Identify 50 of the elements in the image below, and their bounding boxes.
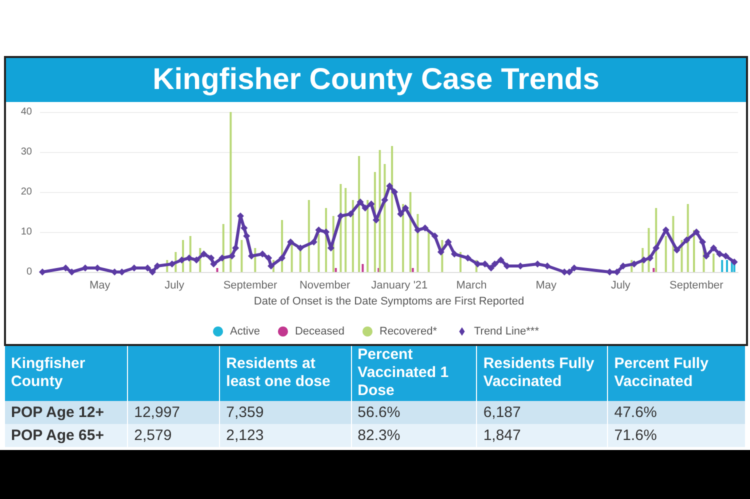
y-tick-label: 0 xyxy=(26,266,32,278)
x-tick-label: July xyxy=(610,280,631,292)
category-label: Percent Fully Vaccinated xyxy=(608,346,746,401)
x-tick-label: January '21 xyxy=(371,280,428,292)
bar xyxy=(344,188,347,272)
text: Kingfisher County xyxy=(5,346,128,401)
legend-label: Trend Line*** xyxy=(474,326,540,338)
legend-label: Deceased xyxy=(294,326,345,338)
bar xyxy=(652,268,655,272)
bar xyxy=(216,268,218,272)
category-label: POP Age 12+ xyxy=(11,404,104,421)
bar xyxy=(362,264,364,272)
text: 6,187 xyxy=(483,404,521,421)
bar xyxy=(412,268,414,272)
text: 82.3% xyxy=(358,426,400,444)
x-tick-label: July xyxy=(164,280,185,292)
bar xyxy=(721,260,724,272)
y-tick-label: 30 xyxy=(20,146,32,158)
bar xyxy=(308,200,310,272)
category-label: Percent Vaccinated 1 Dose xyxy=(351,346,477,401)
text: 71.6% xyxy=(614,426,657,444)
text: 56.6% xyxy=(358,404,400,421)
category-label: Residents at least one dose xyxy=(220,346,352,401)
bar xyxy=(240,240,243,272)
text: 47.6% xyxy=(614,404,657,421)
text: 1,847 xyxy=(483,426,521,444)
legend-label: Active xyxy=(230,326,260,338)
bar xyxy=(712,254,715,272)
y-tick-label: 40 xyxy=(20,106,32,118)
category-label: Residents Fully Vaccinated xyxy=(476,346,608,401)
bar xyxy=(334,268,337,272)
y-tick-label: 20 xyxy=(20,186,32,198)
chart-title: Kingfisher County Case Trends xyxy=(6,58,746,102)
x-tick-label: March xyxy=(456,280,487,292)
bar xyxy=(409,192,412,272)
text: 12,997 xyxy=(134,404,180,421)
text: 2,123 xyxy=(226,426,264,444)
bar xyxy=(664,236,667,272)
x-tick-label: May xyxy=(536,280,557,292)
x-tick-label: May xyxy=(90,280,111,292)
bar xyxy=(428,232,430,272)
category-label: POP Age 65+ xyxy=(11,426,104,444)
text: 7,359 xyxy=(226,404,264,421)
legend-label: Recovered* xyxy=(379,326,438,338)
x-tick-label: November xyxy=(299,280,351,292)
x-tick-label: September xyxy=(670,280,724,292)
y-tick-label: 10 xyxy=(20,226,32,238)
text: 2,579 xyxy=(134,426,172,444)
x-axis-title: Date of Onset is the Date Symptoms are First Reported xyxy=(254,296,524,308)
x-tick-label: September xyxy=(223,280,278,292)
